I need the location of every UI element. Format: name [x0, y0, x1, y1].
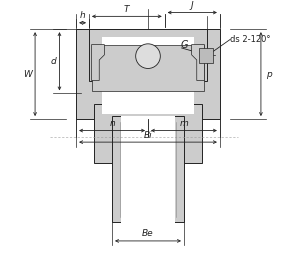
- Text: d: d: [50, 57, 56, 66]
- Text: Bi: Bi: [144, 131, 152, 140]
- Bar: [112, 117, 184, 222]
- Text: T: T: [124, 5, 130, 14]
- Bar: [91, 45, 205, 91]
- Bar: [199, 48, 213, 63]
- Text: Be: Be: [142, 229, 154, 238]
- Text: n: n: [109, 119, 115, 128]
- Text: ds 2-120°: ds 2-120°: [230, 35, 271, 44]
- Polygon shape: [91, 45, 104, 81]
- Bar: [102, 37, 194, 114]
- Circle shape: [136, 44, 160, 68]
- Bar: [89, 29, 207, 81]
- Bar: [76, 29, 220, 119]
- Polygon shape: [192, 45, 205, 81]
- Text: m: m: [180, 119, 188, 128]
- Text: G: G: [180, 40, 188, 49]
- Text: W: W: [23, 70, 32, 79]
- Text: h: h: [80, 11, 86, 20]
- Bar: [94, 104, 202, 163]
- Text: J: J: [191, 1, 194, 10]
- Bar: [121, 117, 175, 224]
- Text: p: p: [266, 70, 271, 79]
